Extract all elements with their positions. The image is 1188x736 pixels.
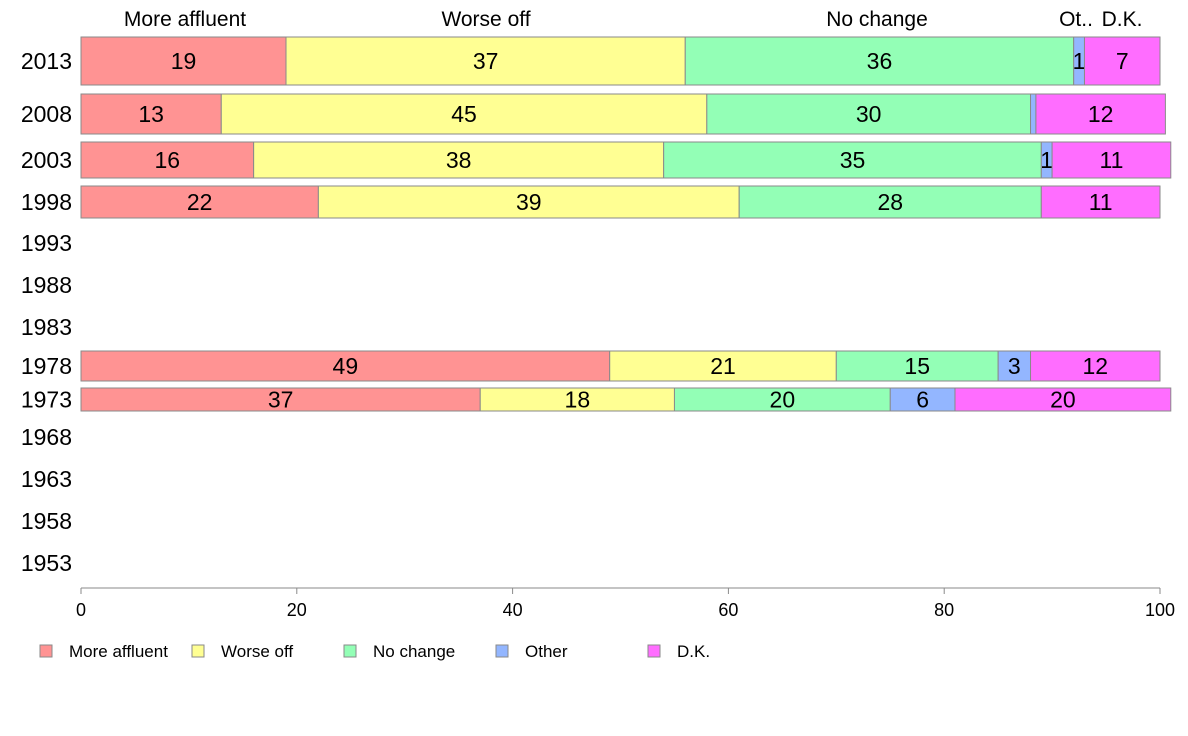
bar-value-label: 3	[1008, 353, 1021, 379]
x-tick-label: 100	[1145, 600, 1175, 620]
x-tick-label: 0	[76, 600, 86, 620]
bar-segment	[1083, 36, 1161, 86]
legend-swatch	[647, 644, 661, 658]
x-tick-label: 40	[503, 600, 523, 620]
top-category-label: Worse off	[441, 8, 530, 31]
bar-value-label: 49	[333, 353, 359, 379]
bar-value-label: 13	[138, 101, 164, 127]
bar-segment	[80, 141, 255, 179]
bar-value-label: 36	[867, 48, 893, 74]
bar-segment	[738, 185, 1042, 219]
bar-value-label: 16	[155, 147, 181, 173]
legend-swatch	[191, 644, 205, 658]
bar-value-label: 37	[473, 48, 499, 74]
top-category-label: More affluent	[124, 8, 246, 31]
year-label: 2013	[21, 48, 72, 74]
year-label: 1958	[21, 508, 72, 534]
year-label: 1988	[21, 272, 72, 298]
top-category-label: Ot..	[1059, 8, 1093, 31]
legend-swatch	[343, 644, 357, 658]
bar-segment	[220, 93, 708, 135]
bar-value-label: 11	[1099, 147, 1123, 173]
bar-segment	[706, 93, 1032, 135]
x-tick-label: 60	[718, 600, 738, 620]
year-label: 2008	[21, 101, 72, 127]
year-label: 1978	[21, 353, 72, 379]
bar-segment	[253, 141, 665, 179]
x-tick-label: 20	[287, 600, 307, 620]
legend-label: D.K.	[677, 642, 710, 661]
bar-value-label: 45	[451, 101, 477, 127]
year-label: 1993	[21, 230, 72, 256]
year-label: 1968	[21, 424, 72, 450]
bar-segment	[285, 36, 686, 86]
bar-value-label: 12	[1082, 353, 1108, 379]
top-category-label: No change	[826, 8, 928, 31]
bar-segment	[80, 36, 287, 86]
bar-value-label: 28	[877, 189, 903, 215]
bar-segment	[835, 350, 999, 382]
bar-segment	[1035, 93, 1166, 135]
year-label: 2003	[21, 147, 72, 173]
bar-segment	[1040, 185, 1161, 219]
bar-segment	[1030, 93, 1037, 135]
bar-value-label: 1	[1073, 48, 1086, 74]
year-label: 1983	[21, 314, 72, 340]
bar-value-label: 20	[770, 387, 796, 413]
bar-value-label: 38	[446, 147, 472, 173]
top-category-label: D.K.	[1102, 8, 1143, 31]
bar-segment	[317, 185, 740, 219]
year-label: 1973	[21, 387, 72, 413]
bar-value-label: 1	[1040, 147, 1053, 173]
bar-value-label: 20	[1050, 387, 1076, 413]
bar-segment	[80, 93, 222, 135]
bar-value-label: 19	[171, 48, 197, 74]
bar-value-label: 37	[268, 387, 294, 413]
bar-value-label: 22	[187, 189, 213, 215]
year-label: 1953	[21, 550, 72, 576]
bar-value-label: 7	[1116, 48, 1129, 74]
year-label: 1963	[21, 466, 72, 492]
bar-segment	[684, 36, 1075, 86]
bar-value-label: 12	[1088, 101, 1114, 127]
bar-segment	[1051, 141, 1172, 179]
bar-segment	[609, 350, 837, 382]
bar-value-label: 15	[904, 353, 930, 379]
bar-segment	[80, 185, 319, 219]
bar-value-label: 11	[1089, 189, 1113, 215]
bar-segment	[80, 350, 611, 382]
legend-label: More affluent	[69, 642, 168, 661]
year-label: 1998	[21, 189, 72, 215]
bar-segment	[954, 387, 1172, 412]
legend-label: Other	[525, 642, 568, 661]
legend-swatch	[39, 644, 53, 658]
bar-value-label: 18	[565, 387, 591, 413]
bar-value-label: 30	[856, 101, 882, 127]
legend-label: No change	[373, 642, 455, 661]
bar-value-label: 39	[516, 189, 542, 215]
legend-swatch	[495, 644, 509, 658]
bar-segment	[663, 141, 1042, 179]
legend-label: Worse off	[221, 642, 293, 661]
bar-value-label: 35	[840, 147, 866, 173]
bar-segment	[997, 350, 1032, 382]
bar-value-label: 21	[710, 353, 736, 379]
bar-segment	[1030, 350, 1161, 382]
x-tick-label: 80	[934, 600, 954, 620]
bar-value-label: 6	[916, 387, 929, 413]
